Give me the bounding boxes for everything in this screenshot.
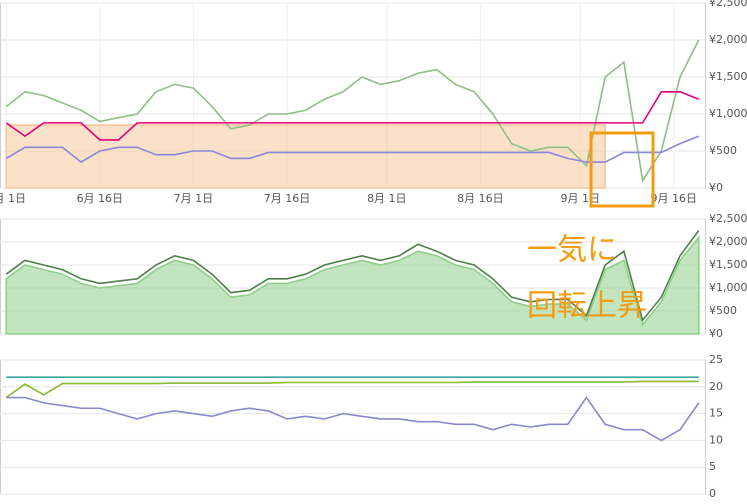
series-line — [5, 230, 700, 322]
series-line — [5, 380, 699, 399]
y-tick-label: 20 — [709, 380, 723, 393]
x-tick-label: 8月 1日 — [367, 192, 407, 205]
y-tick-label: ¥2,500 — [709, 0, 747, 9]
y-tick-label: 5 — [709, 460, 716, 473]
y-tick-label: ¥0 — [709, 327, 723, 340]
x-tick-label: 8月 16日 — [457, 192, 504, 205]
y-tick-label: 0 — [709, 487, 716, 500]
series-line — [6, 396, 700, 442]
highlight-box — [589, 131, 655, 208]
y-tick-label: ¥1,500 — [709, 258, 747, 271]
y-tick-label: ¥2,500 — [709, 212, 747, 225]
annotation: 一気に — [527, 233, 617, 268]
series-area — [5, 124, 606, 189]
y-tick-label: 15 — [709, 407, 723, 420]
series-line — [5, 39, 700, 183]
series-line — [5, 135, 700, 164]
series-area — [5, 235, 700, 335]
x-tick-label: 9月 1日 — [560, 192, 600, 205]
y-tick-label: ¥1,500 — [709, 70, 747, 83]
y-tick-label: ¥2,000 — [709, 33, 747, 46]
x-tick-label: 9月 16日 — [651, 192, 698, 205]
y-tick-label: ¥1,000 — [709, 107, 747, 120]
series-line — [5, 91, 700, 141]
y-tick-label: ¥0 — [709, 181, 723, 194]
y-tick-label: ¥2,000 — [709, 235, 747, 248]
y-tick-label: 25 — [709, 353, 723, 366]
x-tick-label: 6月 1日 — [0, 192, 26, 205]
y-tick-label: ¥1,000 — [709, 281, 747, 294]
y-tick-label: 10 — [709, 433, 723, 446]
x-tick-label: 7月 16日 — [264, 192, 311, 205]
y-tick-label: ¥500 — [709, 144, 737, 157]
annotation: 回転上昇 — [527, 289, 647, 324]
x-tick-label: 6月 16日 — [77, 192, 124, 205]
y-tick-label: ¥500 — [709, 304, 737, 317]
x-tick-label: 7月 1日 — [174, 192, 214, 205]
